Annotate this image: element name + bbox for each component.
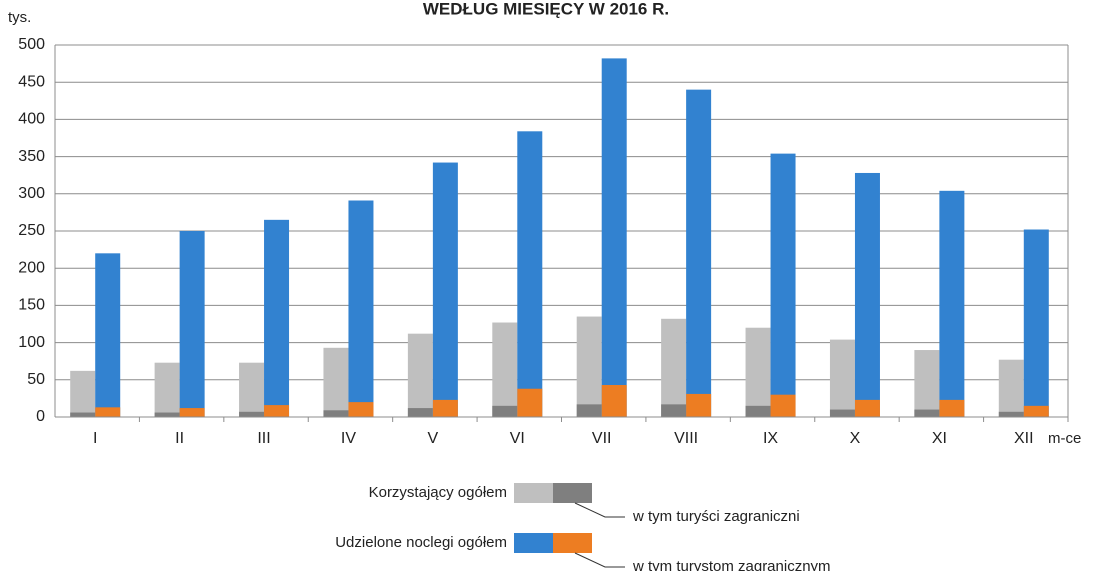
bar (407, 408, 433, 417)
y-tick-label: 200 (18, 259, 45, 276)
y-tick-label: 150 (18, 297, 45, 314)
x-tick-label: VII (592, 430, 612, 447)
legend-label: Udzielone noclegi ogółem (335, 534, 507, 551)
y-axis-label: tys. (8, 9, 31, 26)
bar (323, 410, 349, 417)
bar (348, 200, 374, 417)
y-tick-label: 450 (18, 73, 45, 90)
x-tick-label: VI (510, 430, 525, 447)
bar (998, 359, 1024, 417)
bar (745, 405, 771, 417)
y-tick-label: 250 (18, 222, 45, 239)
x-tick-label: V (428, 430, 439, 447)
bar (770, 153, 796, 417)
bar (70, 370, 96, 417)
bar (432, 162, 458, 417)
bar (576, 404, 602, 417)
x-tick-label: X (850, 430, 861, 447)
bar (686, 393, 712, 417)
bar (264, 405, 290, 417)
bar (914, 350, 940, 417)
bar (348, 402, 374, 417)
chart-title: WEDŁUG MIESIĘCY W 2016 R. (423, 0, 669, 18)
bar (854, 399, 880, 417)
y-tick-label: 0 (36, 408, 45, 425)
bar (407, 333, 433, 417)
bar (770, 394, 796, 417)
bar (154, 412, 180, 417)
x-tick-label: IV (341, 430, 356, 447)
bar (576, 316, 602, 417)
bar (70, 412, 96, 417)
y-tick-label: 400 (18, 111, 45, 128)
bar (432, 399, 458, 417)
legend-label: Korzystający ogółem (369, 484, 507, 501)
bar (745, 327, 771, 417)
bar (829, 409, 855, 417)
legend-swatch (514, 483, 553, 503)
bar (492, 322, 518, 417)
x-tick-label: III (257, 430, 270, 447)
bar (661, 318, 687, 417)
x-tick-label: XII (1014, 430, 1034, 447)
x-tick-label: XI (932, 430, 947, 447)
x-tick-label: IX (763, 430, 778, 447)
y-tick-label: 300 (18, 185, 45, 202)
legend-leader (574, 502, 625, 518)
legend-swatch (553, 483, 592, 503)
bar (154, 362, 180, 417)
bar (492, 405, 518, 417)
bar (601, 385, 627, 417)
legend-label: w tym turystom zagranicznym (632, 558, 831, 571)
bar (686, 89, 712, 417)
bar (517, 388, 543, 417)
bar (829, 339, 855, 417)
bar (914, 409, 940, 417)
x-tick-label: I (93, 430, 97, 447)
y-tick-label: 100 (18, 334, 45, 351)
bar (661, 404, 687, 417)
bar (854, 172, 880, 417)
bar (998, 411, 1024, 417)
y-tick-label: 50 (27, 371, 45, 388)
bar (95, 407, 121, 417)
bar (323, 347, 349, 417)
bar (179, 231, 205, 417)
bar (1023, 229, 1049, 417)
legend-leader (574, 552, 625, 568)
bar (239, 362, 265, 417)
bar (517, 131, 543, 417)
legend-label: w tym turyści zagraniczni (632, 508, 800, 525)
bar (95, 253, 121, 417)
bar (179, 408, 205, 417)
x-tick-label: II (175, 430, 184, 447)
x-axis-label: m-ce (1048, 430, 1081, 447)
bar (239, 411, 265, 417)
bar (939, 190, 965, 417)
legend-swatch (553, 533, 592, 553)
bar (264, 219, 290, 417)
bar (939, 399, 965, 417)
y-tick-label: 350 (18, 148, 45, 165)
bar (601, 58, 627, 417)
legend-swatch (514, 533, 553, 553)
x-tick-label: VIII (674, 430, 698, 447)
y-tick-label: 500 (18, 36, 45, 53)
bar (1023, 405, 1049, 417)
